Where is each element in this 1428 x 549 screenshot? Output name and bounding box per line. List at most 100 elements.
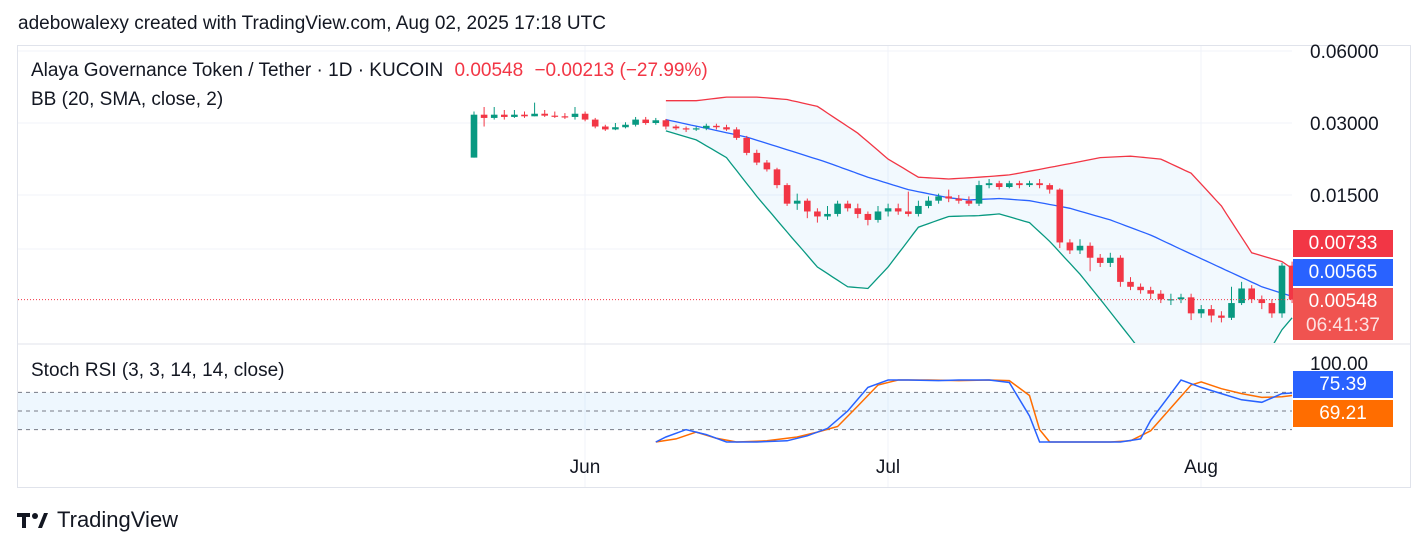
- candle-body: [511, 114, 518, 117]
- candle-body: [1006, 183, 1013, 188]
- candle-body: [591, 119, 599, 127]
- candle-body: [824, 213, 831, 217]
- price-change: −0.00213 (−27.99%): [534, 60, 708, 81]
- candle-body: [773, 169, 781, 186]
- symbol-legend[interactable]: Alaya Governance Token / Tether · 1D · K…: [31, 60, 708, 82]
- last-price-tag: 0.00548 06:41:37: [1293, 288, 1393, 340]
- price-axis-label: 0.03000: [1310, 114, 1379, 135]
- candle-body: [1026, 183, 1033, 186]
- candle-body: [884, 208, 892, 212]
- tradingview-logo-icon: [17, 513, 48, 528]
- stoch-d-line: [655, 379, 1293, 443]
- footer-brand-text: TradingView: [57, 507, 179, 532]
- candle-body: [703, 125, 710, 129]
- stoch-legend[interactable]: Stoch RSI (3, 3, 14, 14, close): [31, 360, 285, 381]
- candle-body: [1127, 281, 1134, 287]
- candle-body: [602, 126, 609, 130]
- candle-body: [662, 120, 670, 127]
- candle-body: [975, 185, 983, 204]
- candle-body: [1036, 183, 1043, 186]
- candle-body: [1046, 185, 1053, 190]
- footer-brand[interactable]: TradingView: [17, 507, 178, 533]
- candle-body: [1177, 297, 1185, 300]
- candle-body: [925, 200, 932, 206]
- candle-body: [985, 183, 993, 186]
- candle-body: [1096, 257, 1104, 263]
- candle-body: [935, 196, 942, 201]
- candle-body: [753, 152, 761, 163]
- candle-body: [581, 113, 589, 120]
- candle-body: [713, 125, 720, 128]
- last-price-tag-value: 0.00548: [1308, 291, 1378, 312]
- candle-body: [955, 198, 963, 201]
- candle-body: [814, 211, 821, 217]
- stoch-axis-label: 100.00: [1310, 354, 1368, 375]
- candle-body: [864, 213, 872, 220]
- candle-body: [1107, 257, 1114, 263]
- candle-body: [501, 114, 508, 117]
- candle-body: [1056, 189, 1064, 243]
- candle-body: [470, 114, 478, 158]
- candle-body: [1268, 303, 1276, 314]
- candle-body: [874, 211, 882, 220]
- candle-body: [995, 183, 1003, 188]
- price-axis-label: 0.01500: [1310, 186, 1379, 207]
- candle-body: [743, 137, 750, 153]
- candle-body: [733, 129, 740, 138]
- candle-body: [612, 127, 619, 130]
- candle-body: [844, 203, 851, 209]
- candle-body: [480, 114, 488, 118]
- candle-body: [1218, 315, 1225, 318]
- candle-body: [945, 196, 952, 199]
- stoch-band-fill: [18, 392, 1292, 430]
- symbol-title: Alaya Governance Token / Tether · 1D · K…: [31, 60, 444, 81]
- candle-body: [915, 205, 922, 214]
- bb-legend[interactable]: BB (20, SMA, close, 2): [31, 89, 224, 110]
- candle-body: [783, 185, 791, 204]
- last-price: 0.00548: [454, 60, 524, 81]
- candle-body: [1016, 183, 1023, 186]
- candle-body: [551, 115, 559, 117]
- stoch-d-tag: 69.21: [1293, 400, 1393, 427]
- chart-panel: [17, 45, 1411, 488]
- time-axis-label: Jun: [570, 457, 601, 478]
- candle-body: [1086, 245, 1094, 258]
- candle-body: [1147, 290, 1154, 294]
- bb-upper-line: [665, 96, 1293, 269]
- candle-body: [1228, 303, 1235, 318]
- stoch-k-tag: 75.39: [1293, 371, 1393, 398]
- stoch-k-line: [655, 379, 1293, 443]
- candle-body: [531, 113, 538, 117]
- bb-upper-tag: 0.00733: [1293, 230, 1393, 257]
- candle-body: [561, 116, 569, 118]
- candle-body: [834, 203, 841, 214]
- candle-body: [965, 200, 973, 204]
- stoch-pane[interactable]: [655, 379, 1293, 443]
- candle-body: [682, 128, 690, 130]
- candle-body: [672, 126, 680, 129]
- candle-body: [763, 162, 771, 170]
- chart-header: adebowalexy created with TradingView.com…: [18, 13, 606, 34]
- candle-body: [692, 128, 700, 130]
- candle-body: [521, 114, 528, 117]
- time-axis-label: Aug: [1184, 457, 1218, 478]
- candle-body: [1187, 297, 1195, 314]
- candle-body: [1278, 265, 1286, 314]
- candle-body: [1157, 293, 1165, 300]
- candle-body: [541, 113, 548, 116]
- candle-body: [632, 119, 639, 125]
- candle-body: [1238, 288, 1245, 304]
- time-axis-label: Jul: [876, 457, 900, 478]
- candle-body: [1258, 299, 1266, 304]
- candle-body: [1076, 245, 1084, 251]
- candle-body: [1197, 309, 1205, 314]
- candle-body: [804, 200, 811, 212]
- candle-body: [854, 208, 862, 214]
- candle-body: [1288, 265, 1293, 300]
- candle-body: [622, 124, 629, 128]
- price-pane[interactable]: [470, 96, 1296, 415]
- candle-body: [642, 119, 649, 123]
- candle-body: [1137, 286, 1144, 291]
- candle-body: [905, 211, 912, 214]
